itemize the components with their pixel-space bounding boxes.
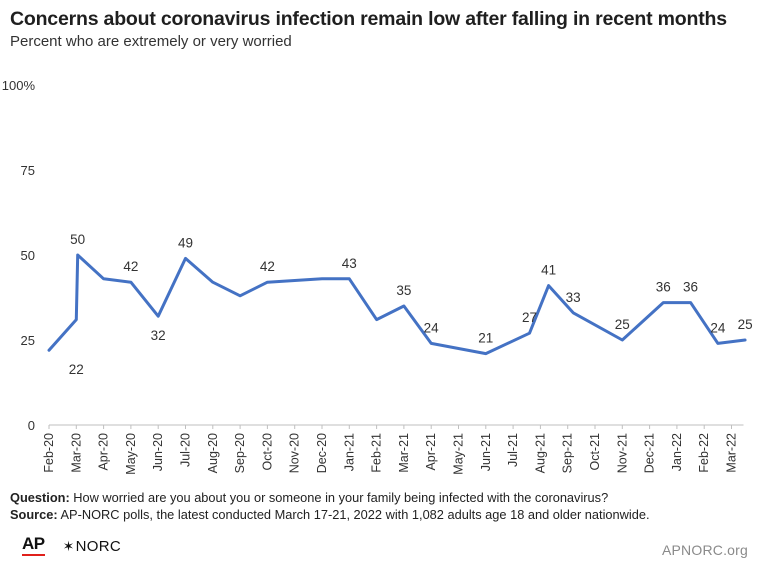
x-tick-label: Sep-20 — [233, 433, 247, 473]
x-tick-label: May-21 — [452, 433, 466, 475]
chart-footer: Question: How worried are you about you … — [10, 489, 758, 523]
x-tick-label: Jan-22 — [670, 433, 684, 471]
x-tick-label: Oct-20 — [260, 433, 274, 471]
y-axis: 0 25 50 75 100% — [2, 78, 36, 433]
data-label: 49 — [178, 235, 193, 250]
chart-subtitle: Percent who are extremely or very worrie… — [10, 33, 292, 50]
source-label: Source: — [10, 507, 58, 522]
norc-logo: ✶NORC — [63, 538, 121, 555]
data-label: 25 — [738, 317, 753, 332]
asterisk-star-icon: ✶ — [62, 537, 75, 554]
data-label: 35 — [396, 283, 411, 298]
x-tick-label: Sep-21 — [561, 433, 575, 473]
x-tick-label: Jul-21 — [506, 433, 520, 467]
y-tick-label: 25 — [21, 333, 35, 348]
x-tick-label: Jul-20 — [179, 433, 193, 467]
chart-title: Concerns about coronavirus infection rem… — [10, 8, 727, 30]
x-tick-label: Mar-21 — [397, 433, 411, 473]
x-tick-label: Jun-21 — [479, 433, 493, 471]
data-label: 42 — [260, 259, 275, 274]
source-note: Source: AP-NORC polls, the latest conduc… — [10, 506, 758, 523]
ap-logo: AP — [22, 535, 45, 556]
x-tick-label: Feb-20 — [42, 433, 56, 473]
x-tick-label: Feb-22 — [697, 433, 711, 473]
y-tick-label: 0 — [28, 418, 35, 433]
x-tick-label: Mar-20 — [69, 433, 83, 473]
logos: AP ✶NORC — [22, 535, 121, 557]
data-label: 25 — [615, 317, 630, 332]
series-layer — [47, 253, 747, 356]
x-tick-label: Apr-21 — [424, 433, 438, 471]
x-tick-label: Aug-20 — [206, 433, 220, 473]
norc-logo-text: NORC — [75, 537, 122, 555]
data-label: 36 — [656, 280, 671, 295]
y-tick-label: 75 — [21, 163, 35, 178]
data-label: 43 — [342, 256, 357, 271]
x-tick-label: Nov-20 — [288, 433, 302, 473]
x-tick-label: Apr-20 — [97, 433, 111, 471]
data-label: 41 — [541, 263, 556, 278]
data-label: 42 — [123, 259, 138, 274]
x-tick-label: Feb-21 — [370, 433, 384, 473]
x-tick-label: May-20 — [124, 433, 138, 475]
data-label: 22 — [69, 362, 84, 377]
site-link[interactable]: APNORC.org — [661, 542, 748, 558]
x-tick-label: Nov-21 — [615, 433, 629, 473]
x-tick-label: Jan-21 — [342, 433, 356, 471]
source-text: AP-NORC polls, the latest conducted Marc… — [60, 507, 650, 522]
x-tick-label: Aug-21 — [533, 433, 547, 473]
data-label: 32 — [151, 328, 166, 343]
y-tick-label: 100% — [2, 78, 36, 93]
data-label: 36 — [683, 280, 698, 295]
y-tick-label: 50 — [21, 248, 35, 263]
question-note: Question: How worried are you about you … — [10, 489, 758, 506]
data-label: 24 — [424, 320, 440, 335]
data-label: 24 — [710, 320, 726, 335]
x-tick-label: Mar-22 — [725, 433, 739, 473]
question-label: Question: — [10, 490, 70, 505]
data-label: 27 — [522, 310, 537, 325]
data-label: 50 — [70, 232, 85, 247]
x-tick-label: Jun-20 — [151, 433, 165, 471]
x-tick-label: Oct-21 — [588, 433, 602, 471]
line-chart: 0 25 50 75 100% Feb-20 Mar-20 Apr-20 May-20 Jun-… — [2, 78, 753, 475]
data-label: 21 — [478, 331, 493, 346]
data-label: 33 — [566, 290, 581, 305]
x-tick-label: Dec-21 — [643, 433, 657, 473]
x-tick-label: Dec-20 — [315, 433, 329, 473]
x-axis: Feb-20 Mar-20 Apr-20 May-20 Jun-20 Jul-20 Aug-… — [42, 424, 744, 475]
data-labels: 22 50 42 32 49 42 43 35 24 21 27 41 33 25 36 36 24 25 — [69, 232, 753, 377]
series-line — [47, 253, 747, 356]
question-text: How worried are you about you or someone… — [73, 490, 609, 505]
